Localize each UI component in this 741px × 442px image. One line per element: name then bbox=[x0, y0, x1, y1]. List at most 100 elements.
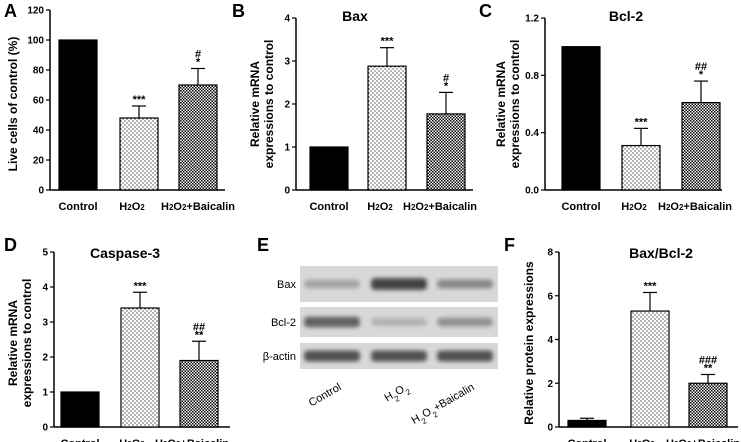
panel-f-title: Bax/Bcl-2 bbox=[629, 245, 693, 261]
x-category-label-part: O bbox=[380, 201, 389, 213]
x-category-label-part: 2 bbox=[666, 203, 671, 212]
bar bbox=[179, 359, 219, 428]
blot-lane-label-part: 2 bbox=[431, 409, 440, 419]
significance-star: *** bbox=[381, 36, 395, 48]
x-category-label: Control bbox=[309, 201, 348, 213]
x-category-label-part: Control bbox=[60, 438, 99, 442]
panel-a-ylabel: Live cells of control (%) bbox=[6, 37, 20, 172]
panel-f: F Bax/Bcl-2 Relative protein expressions… bbox=[504, 235, 740, 442]
x-category-label-part: O bbox=[642, 438, 651, 442]
y-tick-label: 8 bbox=[547, 248, 553, 259]
blot-lane-label-part: 2 bbox=[393, 393, 402, 403]
x-category-label-part: O bbox=[678, 438, 687, 442]
bar bbox=[426, 113, 466, 191]
y-tick-label: 1 bbox=[284, 143, 290, 154]
bar bbox=[681, 101, 721, 191]
significance-star: ** bbox=[195, 329, 204, 341]
x-category-label-part: O bbox=[132, 201, 141, 213]
blot-band bbox=[371, 318, 427, 326]
x-category-label-part: 2 bbox=[127, 440, 132, 442]
x-category-label: H2O2+Baicalin bbox=[666, 438, 740, 442]
x-category-label: Control bbox=[567, 438, 606, 442]
y-tick-label: 4 bbox=[547, 335, 553, 346]
x-category-label-part: O bbox=[415, 201, 424, 213]
significance-star: *** bbox=[644, 280, 658, 292]
x-category-label-part: +Baicalin bbox=[691, 438, 740, 442]
y-tick-label: 0.8 bbox=[525, 71, 539, 82]
y-tick-label: 5 bbox=[42, 248, 48, 259]
bar bbox=[60, 391, 100, 428]
y-tick-label: 4 bbox=[284, 14, 290, 25]
bar bbox=[688, 382, 728, 428]
panel-b: B Bax Relative mRNA expressions to contr… bbox=[232, 1, 477, 213]
x-category-label: Control bbox=[561, 201, 600, 213]
panel-d: D Caspase-3 Relative mRNA expressions to… bbox=[4, 235, 230, 442]
x-category-label-part: H bbox=[658, 201, 666, 213]
panel-letter-c: C bbox=[479, 1, 492, 21]
bar bbox=[58, 39, 98, 191]
blot-band bbox=[304, 350, 360, 362]
x-category-label: H2O2 bbox=[621, 201, 647, 213]
significance-hash: ### bbox=[699, 355, 717, 367]
x-category-label-part: +Baicalin bbox=[428, 201, 477, 213]
y-tick-label: 4 bbox=[42, 283, 48, 294]
panel-e: E Bax Bcl-2 β-actin Control H2O2H2O2+Baicali… bbox=[257, 235, 498, 427]
x-category-label-part: 2 bbox=[650, 440, 655, 442]
x-category-label: Control bbox=[58, 201, 97, 213]
x-category-label-part: 2 bbox=[375, 203, 380, 212]
panel-f-ylabel: Relative protein expressions bbox=[522, 261, 536, 425]
x-category-label-part: Control bbox=[58, 201, 97, 213]
y-tick-label: 1 bbox=[42, 388, 48, 399]
panel-letter-d: D bbox=[4, 235, 17, 255]
panel-b-ylabel-line1: Relative mRNA bbox=[248, 61, 262, 147]
panel-b-ylabel-line2: expressions to control bbox=[262, 40, 276, 169]
y-tick-label: 3 bbox=[42, 318, 48, 329]
significance-hash: ## bbox=[193, 321, 205, 333]
bar bbox=[561, 46, 601, 191]
x-category-label-part: O bbox=[167, 438, 176, 442]
x-category-label-part: 2 bbox=[411, 203, 416, 212]
significance-hash: ## bbox=[695, 61, 707, 73]
x-category-label-part: O bbox=[670, 201, 679, 213]
bar bbox=[178, 84, 218, 191]
y-tick-label: 0 bbox=[284, 186, 290, 197]
x-category-label-part: H bbox=[119, 438, 127, 442]
x-category-label-part: 2 bbox=[687, 440, 692, 442]
x-category-label-part: Control bbox=[309, 201, 348, 213]
blot-band bbox=[304, 279, 360, 289]
blot-lane-label-part: 2 bbox=[404, 387, 413, 397]
x-category-label-part: O bbox=[132, 438, 141, 442]
significance-star: * bbox=[444, 80, 449, 92]
panel-d-ylabel-line1: Relative mRNA bbox=[6, 300, 20, 386]
blot-lane-label-part: Control bbox=[307, 381, 344, 409]
significance-hash: # bbox=[443, 72, 449, 84]
panel-c-plot: 0.00.40.81.2****##Control H2O2 H2O2+Baical… bbox=[525, 14, 732, 214]
bar bbox=[367, 65, 407, 191]
panel-d-title: Caspase-3 bbox=[90, 245, 160, 261]
blot-band bbox=[437, 317, 493, 327]
blot-row-label: Bax bbox=[277, 279, 296, 291]
x-category-label-part: 2 bbox=[642, 203, 647, 212]
significance-star: *** bbox=[134, 280, 148, 292]
panel-a: A Live cells of control (%) 0 20 40 60 80 100… bbox=[4, 1, 235, 213]
x-category-label-part: O bbox=[173, 201, 182, 213]
blot-band bbox=[371, 278, 427, 290]
x-category-label: H2O2 bbox=[119, 201, 145, 213]
panel-letter-a: A bbox=[4, 1, 17, 21]
x-category-label-part: 2 bbox=[679, 203, 684, 212]
x-category-label-part: H bbox=[403, 201, 411, 213]
significance-star: *** bbox=[133, 94, 147, 106]
y-tick-label: 20 bbox=[33, 156, 45, 167]
y-tick-label: 2 bbox=[42, 353, 48, 364]
x-category-label: H2O2+Baicalin bbox=[658, 201, 732, 213]
y-tick-label: 3 bbox=[284, 57, 290, 68]
panel-c: C Bcl-2 Relative mRNA expressions to con… bbox=[479, 1, 732, 213]
blot-band bbox=[437, 350, 493, 362]
x-category-label: Control bbox=[60, 438, 99, 442]
x-category-label-part: 2 bbox=[637, 440, 642, 442]
x-category-label-part: O bbox=[634, 201, 643, 213]
y-tick-label: 0 bbox=[38, 186, 44, 197]
panel-letter-b: B bbox=[232, 1, 245, 21]
